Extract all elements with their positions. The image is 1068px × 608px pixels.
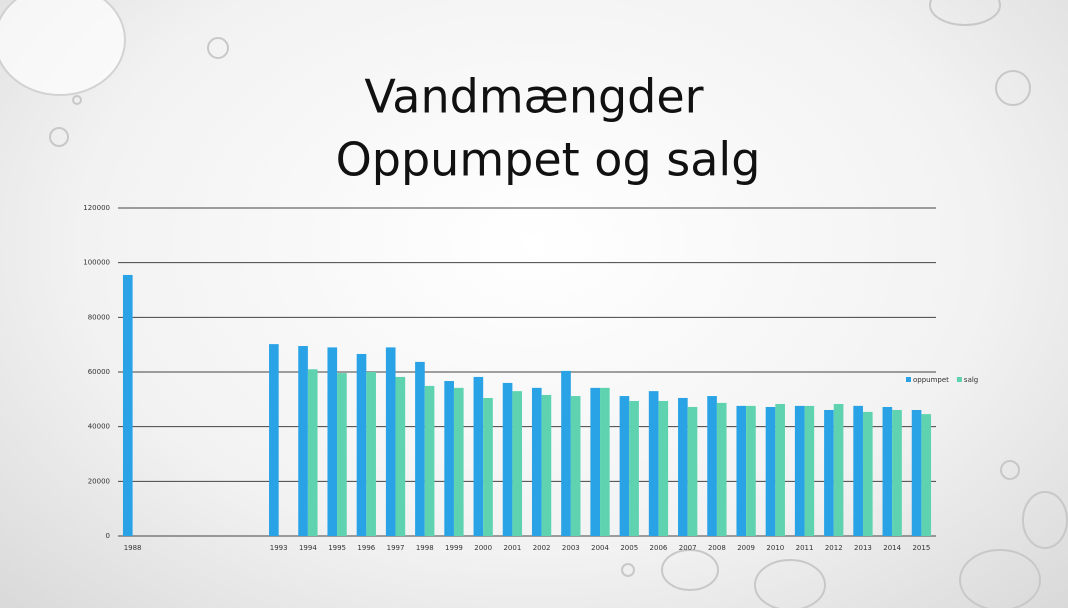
bar xyxy=(600,388,610,536)
bar xyxy=(123,275,133,536)
bar xyxy=(357,354,367,536)
bar xyxy=(474,377,484,536)
x-tick-label: 1993 xyxy=(270,544,288,552)
bar xyxy=(561,371,571,536)
x-tick-label: 1997 xyxy=(387,544,405,552)
x-tick-label: 2007 xyxy=(679,544,697,552)
bar xyxy=(658,401,668,536)
x-tick-label: 1998 xyxy=(416,544,434,552)
bar xyxy=(688,407,698,536)
y-tick-label: 20000 xyxy=(88,477,110,485)
x-tick-label: 2011 xyxy=(796,544,814,552)
bar xyxy=(542,395,552,536)
bar xyxy=(298,346,308,536)
x-tick-label: 2013 xyxy=(854,544,872,552)
bar xyxy=(503,383,513,536)
x-tick-label: 2001 xyxy=(503,544,521,552)
x-tick-label: 2008 xyxy=(708,544,726,552)
x-tick-label: 2004 xyxy=(591,544,609,552)
x-tick-label: 2003 xyxy=(562,544,580,552)
chart: Vandmængder Oppumpet og salg 0 20000 40000… xyxy=(0,0,1068,608)
x-tick-label: 2014 xyxy=(883,544,901,552)
chart-subtitle: Oppumpet og salg xyxy=(336,133,761,187)
bar xyxy=(824,410,834,536)
x-tick-label: 1994 xyxy=(299,544,317,552)
y-tick-label: 100000 xyxy=(83,259,110,267)
bar xyxy=(327,347,337,536)
bar xyxy=(912,410,922,536)
bar xyxy=(386,347,396,536)
legend-swatch xyxy=(957,377,962,382)
bar xyxy=(629,401,639,536)
bar xyxy=(775,404,785,536)
bar xyxy=(892,410,902,536)
bar xyxy=(337,373,347,536)
y-tick-label: 80000 xyxy=(88,313,110,321)
x-tick-label: 1995 xyxy=(328,544,346,552)
bar xyxy=(853,406,863,536)
y-tick-label: 40000 xyxy=(88,423,110,431)
bar xyxy=(620,396,630,536)
x-tick-label: 2010 xyxy=(766,544,784,552)
x-tick-label: 2006 xyxy=(650,544,668,552)
legend-label: salg xyxy=(964,376,978,384)
bar xyxy=(512,391,522,536)
x-tick-label: 2009 xyxy=(737,544,755,552)
bar xyxy=(736,406,746,536)
x-tick-label: 1996 xyxy=(357,544,375,552)
bar xyxy=(425,386,435,536)
x-tick-label: 2012 xyxy=(825,544,843,552)
bar xyxy=(415,362,425,536)
bar xyxy=(795,406,805,536)
bar xyxy=(834,404,844,536)
y-tick-label: 60000 xyxy=(88,368,110,376)
y-tick-label: 0 xyxy=(106,532,110,540)
x-tick-label: 2005 xyxy=(620,544,638,552)
bar xyxy=(649,391,659,536)
bar xyxy=(717,403,727,536)
bar xyxy=(707,396,717,536)
x-tick-label: 2015 xyxy=(912,544,930,552)
slide: Vandmængder Oppumpet og salg 0 20000 40000… xyxy=(0,0,1068,608)
bar xyxy=(766,407,776,536)
bar xyxy=(571,396,581,536)
bar xyxy=(483,398,493,536)
bar xyxy=(269,344,279,536)
bar xyxy=(366,372,376,536)
legend-label: oppumpet xyxy=(913,376,949,384)
x-tick-label: 2000 xyxy=(474,544,492,552)
bar xyxy=(746,406,756,536)
bar xyxy=(678,398,688,536)
bar xyxy=(883,407,893,536)
x-tick-label: 1999 xyxy=(445,544,463,552)
bar xyxy=(308,369,318,536)
bar xyxy=(454,388,464,536)
bar xyxy=(863,412,873,536)
chart-title: Vandmængder xyxy=(364,70,703,124)
x-tick-label: 1988 xyxy=(124,544,142,552)
bar xyxy=(396,377,406,536)
bar xyxy=(532,388,542,536)
bar xyxy=(921,414,931,536)
bar xyxy=(805,406,815,536)
legend-swatch xyxy=(906,377,911,382)
x-tick-label: 2002 xyxy=(533,544,551,552)
bar xyxy=(444,381,454,536)
bar xyxy=(590,388,600,536)
y-tick-label: 120000 xyxy=(83,204,110,212)
